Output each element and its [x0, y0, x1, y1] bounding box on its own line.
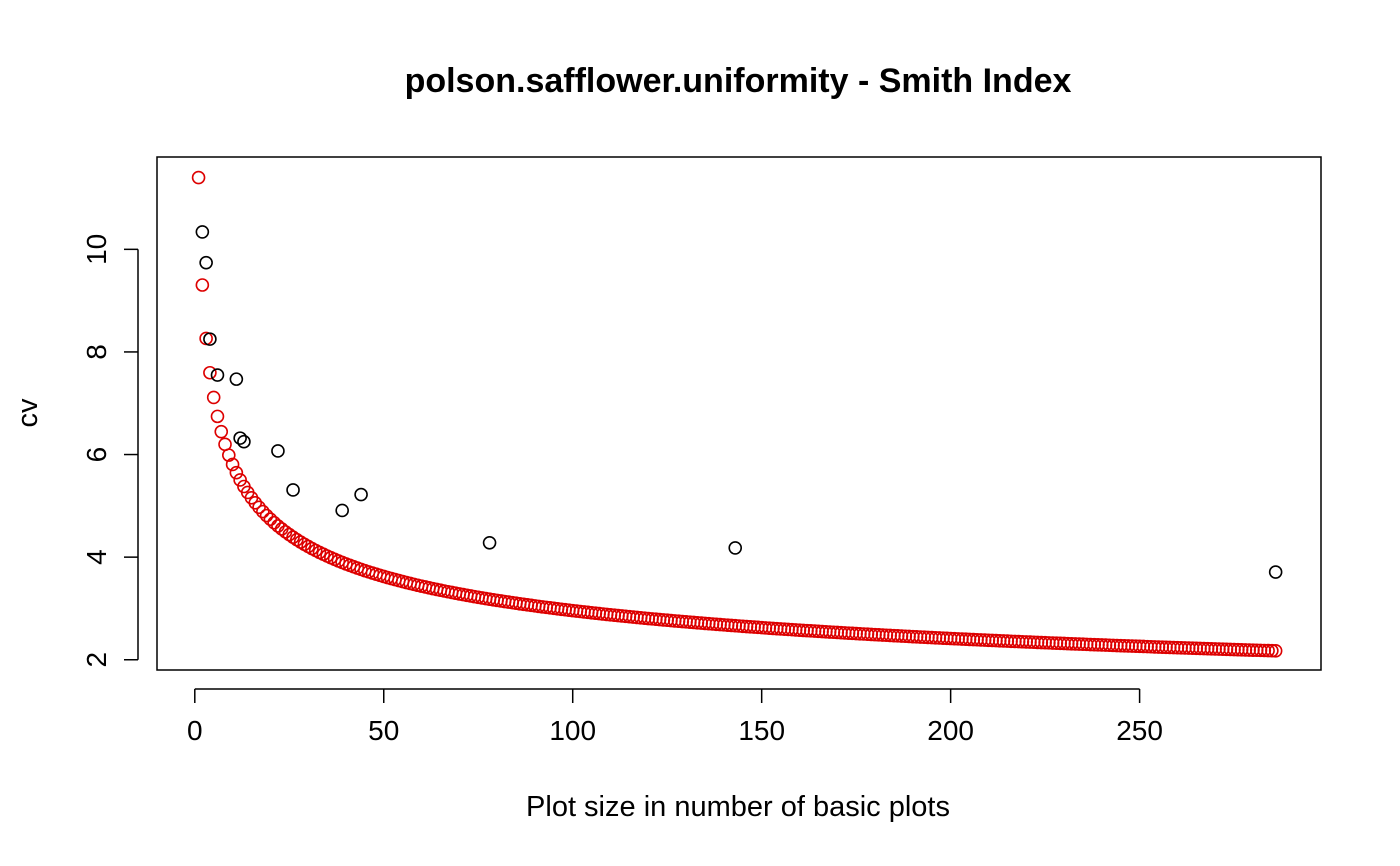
fitted-point [259, 508, 274, 523]
x-tick-label: 50 [368, 715, 399, 746]
observed-point [195, 225, 210, 239]
fitted-point [206, 390, 221, 405]
observed-point [237, 434, 251, 449]
chart-title: polson.safflower.uniformity - Smith Inde… [405, 62, 1072, 100]
observed-point [233, 431, 247, 445]
fitted-point [195, 278, 210, 292]
fitted-point [248, 495, 263, 510]
y-tick-label: 2 [81, 652, 112, 668]
y-tick-label: 4 [81, 549, 112, 565]
observed-point [203, 332, 217, 346]
fitted-point [1265, 643, 1279, 658]
fitted-point [267, 515, 281, 530]
x-tick-label: 100 [549, 715, 596, 746]
plot-frame [156, 156, 1322, 671]
fitted-curve-points [191, 170, 1283, 658]
observed-point [728, 541, 743, 555]
fitted-point [1261, 643, 1275, 658]
observed-point [199, 255, 213, 270]
y-axis-label: cv [12, 398, 44, 428]
x-tick-label: 150 [738, 715, 785, 746]
fitted-point [203, 365, 217, 380]
fitted-point [222, 448, 236, 462]
observed-point [286, 483, 300, 497]
x-axis-label: Plot size in number of basic plots [526, 791, 950, 823]
x-axis: 0 50 100 150 200 250 [187, 688, 1163, 746]
fitted-point [233, 473, 247, 487]
observed-point [210, 368, 225, 382]
fitted-point [191, 170, 206, 185]
observed-point [229, 372, 244, 386]
x-tick-label: 250 [1116, 715, 1163, 746]
x-tick-label: 200 [927, 715, 974, 746]
observed-point [354, 487, 368, 502]
fitted-point [256, 504, 270, 519]
fitted-point [214, 424, 229, 439]
y-tick-label: 8 [81, 344, 112, 360]
y-tick-label: 10 [81, 234, 112, 265]
fitted-point [229, 465, 244, 480]
observed-point [271, 444, 285, 458]
y-tick-label: 6 [81, 447, 112, 463]
observed-points [195, 225, 1283, 579]
observed-point [482, 535, 497, 550]
y-axis: 2 4 6 8 10 [81, 234, 139, 668]
x-tick-label: 0 [187, 715, 203, 746]
fitted-point [286, 530, 300, 545]
fitted-point [1268, 644, 1283, 658]
observed-point [335, 503, 349, 518]
fitted-point [225, 457, 240, 472]
fitted-point [263, 512, 278, 527]
fitted-point [210, 409, 225, 424]
observed-point [1268, 565, 1283, 579]
fitted-point [271, 519, 285, 533]
fitted-point [252, 500, 266, 515]
